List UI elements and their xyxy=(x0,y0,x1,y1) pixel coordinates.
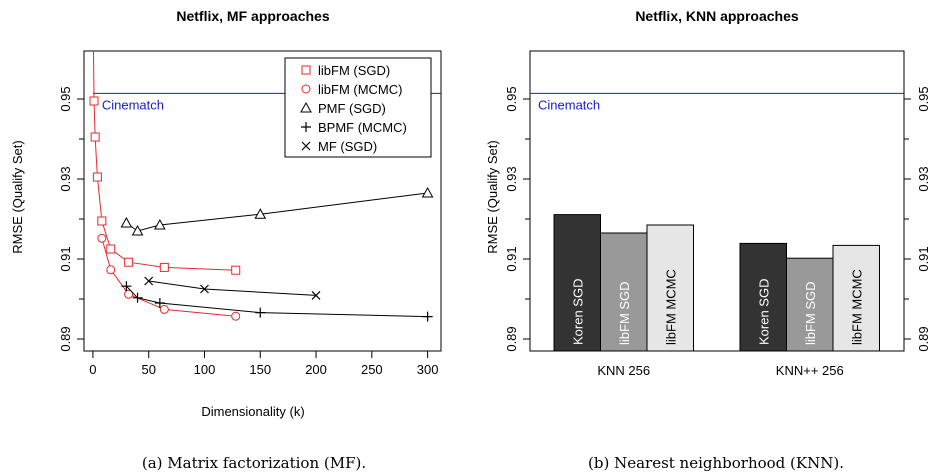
knn-chart-title: Netflix, KNN approaches xyxy=(635,8,799,24)
knn-y-tick-label: 0.93 xyxy=(504,166,519,191)
knn-category-label: KNN++ 256 xyxy=(776,363,844,378)
mf-point-plus xyxy=(154,298,165,308)
knn-category-label: KNN 256 xyxy=(597,363,650,378)
mf-series-line xyxy=(126,285,428,318)
knn-bar-label: Koren SGD xyxy=(756,279,771,345)
mf-axes: 0 50 100 150 200 250 300 0.89 0.91 0.93 0.95 xyxy=(58,86,438,377)
mf-point-circle xyxy=(159,304,169,314)
mf-x-tick-label: 150 xyxy=(249,362,271,377)
mf-x-tick-label: 100 xyxy=(194,362,216,377)
mf-chart: Netflix, MF approaches Dimensionality (k… xyxy=(10,8,442,419)
knn-axes: 0.89 0.89 0.91 0.91 0.93 0.93 0.95 0.95 xyxy=(504,86,931,351)
mf-point-plus xyxy=(255,307,266,318)
mf-x-tick-label: 0 xyxy=(89,362,96,377)
mf-x-axis-label: Dimensionality (k) xyxy=(201,404,304,419)
knn-y-tick-label-right: 0.95 xyxy=(916,86,931,111)
mf-legend: libFM (SGD) libFM (MCMC) PMF (SGD) BPMF (MC… xyxy=(284,57,432,158)
mf-point-square xyxy=(106,244,116,254)
mf-point-triangle xyxy=(120,216,133,228)
mf-legend-marker xyxy=(300,101,312,113)
knn-cinematch-label: Cinematch xyxy=(538,97,600,112)
mf-legend-label: MF (SGD) xyxy=(318,139,377,154)
mf-y-tick-label: 0.91 xyxy=(58,246,73,271)
mf-x-tick-label: 300 xyxy=(417,362,439,377)
mf-legend-marker xyxy=(301,84,311,94)
knn-bar xyxy=(553,214,601,352)
mf-legend-marker xyxy=(301,65,311,75)
mf-y-tick-label: 0.95 xyxy=(58,86,73,111)
knn-bar-label: libFM SGD xyxy=(617,281,632,345)
knn-y-tick-label: 0.91 xyxy=(504,246,519,271)
knn-bar xyxy=(786,257,834,352)
mf-x-tick-label: 50 xyxy=(141,362,155,377)
knn-y-tick-label-right: 0.89 xyxy=(916,326,931,351)
mf-legend-label: BPMF (MCMC) xyxy=(318,120,407,135)
mf-point-plus xyxy=(132,292,143,303)
mf-legend-label: PMF (SGD) xyxy=(318,101,386,116)
mf-legend-label: libFM (MCMC) xyxy=(318,82,402,97)
mf-point-square xyxy=(231,265,241,275)
mf-point-square xyxy=(97,216,107,226)
knn-plot-frame xyxy=(529,50,905,352)
mf-point-circle xyxy=(124,289,134,299)
knn-bar-label: libFM MCMC xyxy=(663,269,678,345)
mf-legend-marker xyxy=(301,122,311,132)
mf-point-triangle xyxy=(131,224,144,236)
mf-plot-frame xyxy=(83,50,442,352)
mf-point-square xyxy=(124,257,134,267)
mf-point-plus xyxy=(121,281,132,292)
mf-point-circle xyxy=(97,233,107,243)
knn-y-tick-label-right: 0.93 xyxy=(916,166,931,191)
mf-point-cross xyxy=(200,284,209,294)
mf-y-tick-label: 0.89 xyxy=(58,326,73,351)
mf-x-tick-label: 200 xyxy=(305,362,327,377)
knn-y-tick-label: 0.89 xyxy=(504,326,519,351)
mf-legend-label: libFM (SGD) xyxy=(318,63,390,78)
mf-point-triangle xyxy=(154,218,166,230)
mf-chart-title: Netflix, MF approaches xyxy=(176,8,329,24)
mf-point-cross xyxy=(311,290,321,300)
knn-bars: Koren SGD libFM SGD libFM MCMC KNN 256 Koren… xyxy=(553,214,880,378)
knn-y-tick-label: 0.95 xyxy=(504,86,519,111)
knn-bar-label: libFM SGD xyxy=(803,281,818,345)
knn-bar-label: Koren SGD xyxy=(570,279,585,345)
mf-point-plus xyxy=(422,311,433,322)
mf-point-square xyxy=(90,132,100,142)
knn-y-axis-label: RMSE (Qualify Set) xyxy=(485,140,500,253)
mf-cinematch-label: Cinematch xyxy=(102,97,164,112)
knn-bar-label: libFM MCMC xyxy=(849,269,864,345)
mf-series-line xyxy=(148,280,317,296)
mf-series-line xyxy=(92,50,236,271)
mf-point-circle xyxy=(106,265,116,275)
knn-bar xyxy=(832,244,880,352)
mf-point-triangle xyxy=(254,208,267,219)
mf-legend-marker xyxy=(301,141,311,151)
mf-series xyxy=(89,50,434,322)
mf-point-square xyxy=(89,96,99,106)
mf-point-square xyxy=(159,262,169,272)
knn-bar xyxy=(646,224,694,352)
knn-bar xyxy=(739,242,787,352)
caption-b: (b) Nearest neighborhood (KNN). xyxy=(588,454,844,472)
mf-series-line xyxy=(126,192,428,232)
mf-y-axis-label: RMSE (Qualify Set) xyxy=(10,140,25,253)
mf-y-tick-label: 0.93 xyxy=(58,166,73,191)
mf-point-square xyxy=(92,172,102,182)
knn-chart: Netflix, KNN approaches RMSE (Qualify Se… xyxy=(485,8,931,378)
mf-point-triangle xyxy=(421,186,434,198)
mf-series-line xyxy=(101,238,236,317)
caption-a: (a) Matrix factorization (MF). xyxy=(142,454,366,472)
mf-x-tick-label: 250 xyxy=(361,362,383,377)
mf-point-cross xyxy=(144,276,154,286)
mf-point-circle xyxy=(231,311,241,321)
knn-y-tick-label-right: 0.91 xyxy=(916,246,931,271)
